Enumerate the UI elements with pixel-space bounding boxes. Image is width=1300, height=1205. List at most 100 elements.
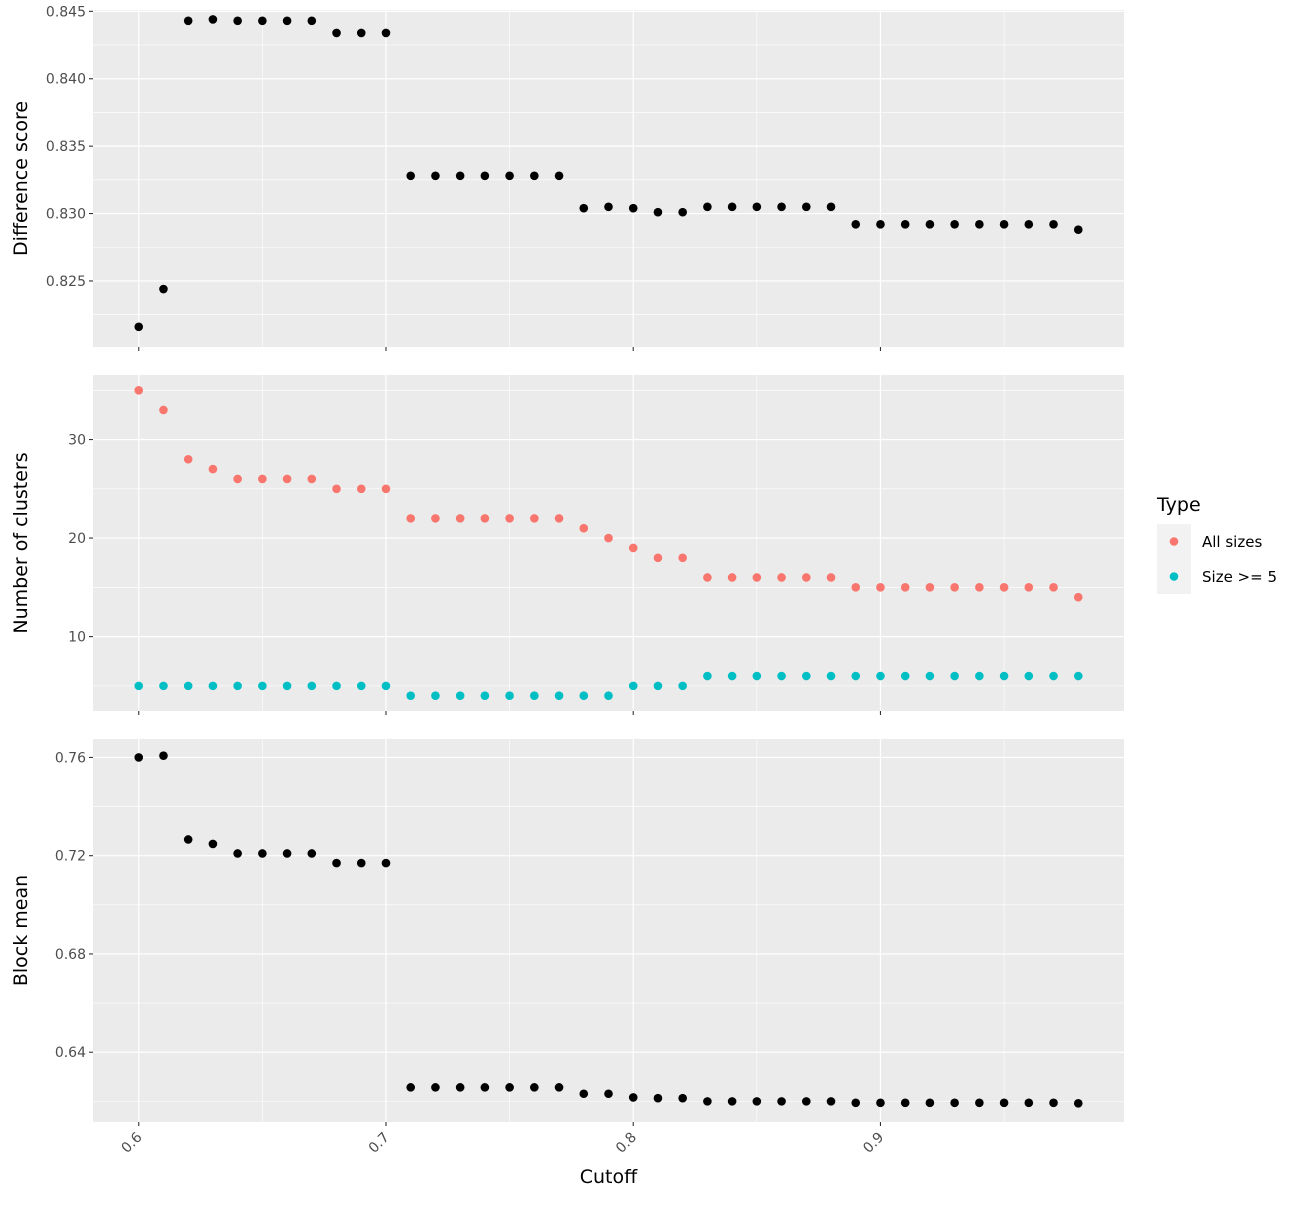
x-tick-label: 0.6 bbox=[119, 1129, 146, 1156]
y-axis-title: Number of clusters bbox=[10, 452, 32, 633]
data-point bbox=[183, 16, 193, 26]
data-point bbox=[1049, 220, 1058, 229]
data-point bbox=[628, 681, 638, 691]
data-point bbox=[1024, 583, 1034, 592]
data-point bbox=[752, 573, 762, 582]
data-point bbox=[653, 681, 663, 691]
data-point bbox=[208, 839, 218, 849]
data-point bbox=[999, 1098, 1009, 1108]
data-point bbox=[703, 671, 712, 681]
data-point bbox=[554, 691, 564, 701]
data-point bbox=[480, 514, 490, 523]
data-point bbox=[950, 1098, 959, 1108]
y-tick-label: 0.64 bbox=[55, 1045, 86, 1061]
data-point bbox=[727, 1097, 737, 1106]
legend-label: Size >= 5 bbox=[1202, 568, 1277, 586]
y-tick-label: 0.835 bbox=[46, 139, 86, 155]
data-point bbox=[678, 553, 687, 563]
data-point bbox=[554, 1083, 564, 1092]
data-point bbox=[356, 484, 366, 494]
data-point bbox=[777, 573, 786, 582]
data-point bbox=[1024, 671, 1034, 681]
data-point bbox=[900, 220, 910, 229]
data-point bbox=[208, 681, 218, 691]
data-point bbox=[727, 202, 737, 212]
data-point bbox=[876, 220, 885, 229]
data-point bbox=[233, 474, 242, 484]
data-point bbox=[900, 583, 910, 592]
data-point bbox=[307, 681, 317, 691]
data-point bbox=[134, 681, 144, 691]
data-point bbox=[703, 1097, 712, 1106]
data-point bbox=[159, 751, 168, 761]
data-point bbox=[579, 1089, 589, 1099]
data-point bbox=[282, 16, 292, 26]
data-point bbox=[431, 514, 440, 523]
data-point bbox=[604, 533, 613, 543]
data-point bbox=[307, 16, 317, 26]
data-point bbox=[381, 681, 391, 691]
data-point bbox=[604, 202, 613, 212]
data-point bbox=[678, 1093, 687, 1103]
data-point bbox=[530, 1083, 539, 1092]
data-point bbox=[530, 691, 539, 701]
data-point bbox=[159, 284, 168, 294]
data-point bbox=[480, 1083, 490, 1092]
panel-1: 0.825 0.830 0.835 0.840 0.845 Difference scor… bbox=[10, 4, 1124, 351]
data-point bbox=[851, 671, 861, 681]
data-point bbox=[1049, 671, 1058, 681]
y-tick-label: 0.830 bbox=[46, 207, 86, 223]
data-point bbox=[356, 858, 366, 868]
data-point bbox=[826, 671, 836, 681]
data-point bbox=[258, 474, 267, 484]
data-point bbox=[431, 1083, 440, 1092]
data-point bbox=[579, 691, 589, 701]
data-point bbox=[1073, 225, 1083, 235]
data-point bbox=[950, 220, 959, 229]
data-point bbox=[826, 202, 836, 212]
data-point bbox=[999, 671, 1009, 681]
data-point bbox=[678, 681, 687, 691]
data-point bbox=[925, 671, 935, 681]
data-point bbox=[975, 583, 984, 592]
data-point bbox=[332, 858, 341, 868]
data-point bbox=[480, 691, 490, 701]
data-point bbox=[332, 484, 341, 494]
data-point bbox=[455, 171, 465, 181]
data-point bbox=[183, 835, 193, 844]
data-point bbox=[406, 514, 416, 523]
data-point bbox=[183, 681, 193, 691]
data-point bbox=[801, 1097, 811, 1106]
data-point bbox=[876, 1098, 885, 1108]
data-point bbox=[999, 583, 1009, 592]
data-point bbox=[208, 15, 218, 24]
data-point bbox=[876, 671, 885, 681]
data-point bbox=[579, 523, 589, 533]
data-point bbox=[826, 573, 836, 582]
data-point bbox=[925, 220, 935, 229]
data-point bbox=[876, 583, 885, 592]
panel-3: 0.64 0.68 0.72 0.76 Block mean bbox=[10, 739, 1124, 1126]
data-point bbox=[1024, 220, 1034, 229]
data-point bbox=[356, 681, 366, 691]
data-point bbox=[134, 322, 144, 332]
data-point bbox=[406, 691, 416, 701]
data-point bbox=[628, 1093, 638, 1102]
data-point bbox=[975, 220, 984, 229]
data-point bbox=[1049, 583, 1058, 592]
y-axis-title: Difference score bbox=[10, 101, 32, 256]
data-point bbox=[406, 171, 416, 181]
data-point bbox=[752, 1097, 762, 1106]
data-point bbox=[925, 1098, 935, 1108]
data-point bbox=[134, 753, 144, 762]
data-point bbox=[282, 474, 292, 484]
data-point bbox=[258, 16, 267, 26]
panel-2: 10 20 30 Number of clusters bbox=[10, 375, 1124, 715]
data-point bbox=[356, 28, 366, 38]
data-point bbox=[505, 171, 514, 181]
data-point bbox=[900, 1098, 910, 1108]
legend-label: All sizes bbox=[1202, 533, 1262, 551]
y-tick-label: 20 bbox=[68, 531, 86, 547]
data-point bbox=[455, 691, 465, 701]
